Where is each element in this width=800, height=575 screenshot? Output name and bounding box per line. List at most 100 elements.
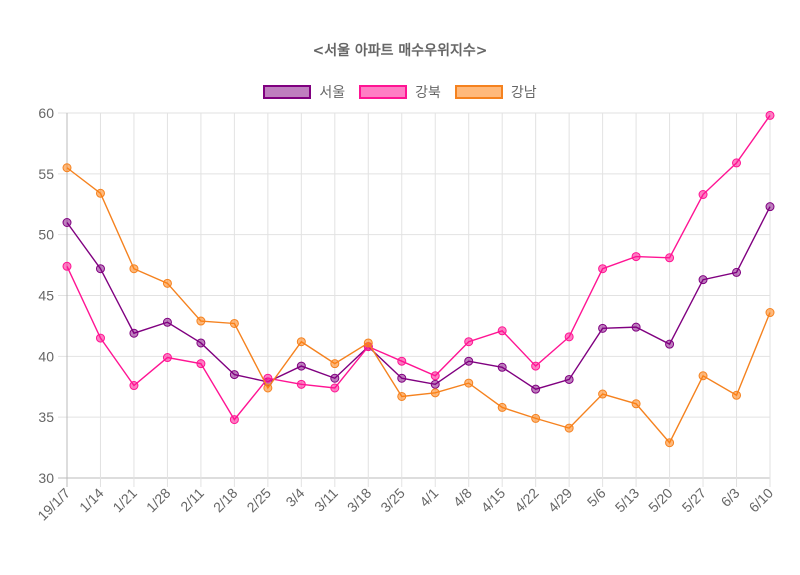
x-tick-label: 6/10	[746, 485, 777, 516]
data-point	[665, 339, 675, 349]
legend-item-seoul[interactable]: 서울	[263, 82, 345, 102]
legend-label-gangnam: 강남	[510, 85, 537, 101]
data-point	[129, 381, 139, 391]
data-point	[665, 253, 675, 263]
data-point	[698, 275, 708, 285]
y-tick-label: 35	[38, 409, 54, 425]
data-point	[430, 388, 440, 398]
data-point	[397, 391, 407, 401]
y-tick-label: 55	[38, 166, 54, 182]
series-line	[66, 206, 771, 390]
x-tick-label: 4/15	[478, 485, 509, 516]
data-point	[497, 402, 507, 412]
data-point	[229, 370, 239, 380]
data-point	[531, 384, 541, 394]
data-point	[162, 353, 172, 363]
data-point	[564, 374, 574, 384]
data-point	[95, 333, 105, 343]
data-point	[765, 202, 775, 212]
data-point	[62, 218, 72, 227]
data-point	[631, 252, 641, 262]
x-tick-label: 3/18	[344, 485, 375, 516]
data-point	[598, 264, 608, 274]
data-point	[497, 326, 507, 336]
legend-item-gangbuk[interactable]: 강북	[359, 82, 441, 102]
data-point	[598, 389, 608, 399]
legend: 서울 강북 강남	[0, 82, 800, 102]
x-tick-label: 2/25	[243, 485, 274, 516]
data-point	[162, 278, 172, 288]
x-tick-label: 19/1/7	[34, 485, 73, 524]
data-point	[631, 399, 641, 409]
data-point	[698, 190, 708, 200]
data-point	[229, 415, 239, 425]
data-point	[397, 373, 407, 383]
data-point	[129, 328, 139, 338]
x-tick-label: 5/13	[612, 485, 643, 516]
series-0	[62, 202, 775, 394]
data-point	[531, 361, 541, 371]
data-point	[95, 264, 105, 274]
series-layer	[62, 110, 775, 448]
data-point	[397, 356, 407, 366]
data-point	[95, 188, 105, 198]
data-point	[330, 373, 340, 383]
data-point	[330, 359, 340, 369]
data-point	[564, 332, 574, 342]
data-point	[665, 438, 675, 448]
y-tick-label: 50	[38, 227, 54, 243]
x-tick-label: 4/22	[511, 485, 542, 516]
data-point	[129, 264, 139, 274]
series-line	[66, 115, 771, 421]
y-tick-label: 45	[38, 288, 54, 304]
x-tick-label: 6/3	[718, 485, 743, 510]
data-point	[631, 322, 641, 332]
y-tick-label: 60	[38, 105, 54, 121]
x-tick-label: 4/1	[416, 485, 441, 510]
x-tick-label: 3/4	[282, 485, 307, 510]
x-tick-label: 1/28	[143, 485, 174, 516]
legend-swatch-seoul	[263, 85, 312, 99]
legend-swatch-gangbuk	[359, 85, 408, 99]
data-point	[196, 359, 206, 369]
x-tick-label: 1/21	[109, 485, 140, 516]
data-point	[196, 338, 206, 348]
data-point	[330, 383, 340, 393]
legend-item-gangnam[interactable]: 강남	[454, 82, 537, 102]
series-line	[66, 167, 771, 444]
data-point	[62, 163, 72, 173]
data-point	[229, 318, 239, 328]
data-point	[464, 356, 474, 366]
x-tick-label: 3/11	[311, 485, 341, 515]
data-point	[296, 337, 306, 347]
chart-title: <서울 아파트 매수우위지수>	[312, 43, 488, 59]
data-point	[196, 316, 206, 326]
series-2	[62, 163, 775, 448]
data-point	[732, 390, 742, 400]
data-point	[564, 423, 574, 433]
x-tick-label: 2/18	[210, 485, 241, 516]
y-tick-label: 40	[38, 348, 54, 364]
data-point	[296, 361, 306, 371]
data-point	[598, 323, 608, 333]
series-1	[62, 110, 775, 425]
x-tick-label: 4/8	[450, 485, 475, 510]
data-point	[531, 413, 541, 423]
data-point	[430, 371, 440, 381]
data-point	[732, 267, 742, 277]
x-tick-label: 2/11	[177, 485, 207, 515]
data-point	[296, 379, 306, 389]
data-point	[263, 373, 273, 383]
x-tick-label: 3/25	[377, 485, 408, 516]
data-point	[263, 383, 273, 393]
y-axis: 30 35 40 45 50 55 60	[38, 105, 54, 486]
legend-swatch-gangnam	[454, 85, 503, 99]
x-axis: 19/1/7 1/14 1/21 1/28 2/11 2/18 2/25 3/4 3/11 3/1…	[34, 485, 776, 524]
data-point	[698, 371, 708, 381]
data-point	[62, 261, 72, 271]
data-point	[732, 158, 742, 168]
grid	[58, 112, 771, 487]
data-point	[464, 378, 474, 388]
data-point	[363, 338, 373, 348]
